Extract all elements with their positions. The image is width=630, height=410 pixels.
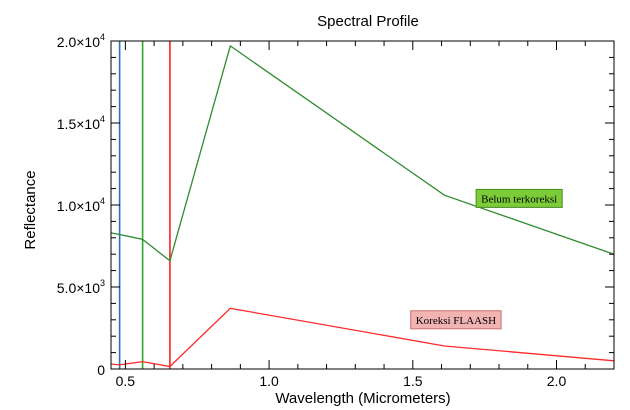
series-line-0 — [110, 44, 615, 262]
y-tick-label: 5.0×103 — [57, 278, 105, 296]
y-axis-label: Reflectance — [22, 170, 39, 249]
series-line-1 — [110, 307, 615, 368]
series-lines — [110, 44, 615, 368]
annotation-1: Koreksi FLAASH — [410, 310, 502, 330]
y-tick-label: 1.5×104 — [57, 114, 105, 132]
annotation-label: Koreksi FLAASH — [416, 315, 496, 327]
annotations: Belum terkoreksi Koreksi FLAASH — [410, 188, 563, 330]
x-axis-label: Wavelength (Micrometers) — [275, 390, 450, 407]
x-tick-label: 2.0 — [547, 373, 567, 389]
y-tick-label: 1.0×104 — [57, 196, 105, 214]
x-tick-label: 1.5 — [403, 373, 423, 389]
x-axis-ticks: 0.5 1.0 1.5 2.0 — [116, 41, 615, 389]
y-tick-label: 0 — [97, 362, 105, 378]
annotation-0: Belum terkoreksi — [475, 188, 563, 208]
band-lines — [118, 41, 171, 369]
annotation-label: Belum terkoreksi — [481, 193, 557, 205]
annotation-box — [410, 310, 502, 330]
x-tick-label: 0.5 — [116, 373, 136, 389]
annotation-box — [475, 188, 563, 208]
chart-title: Spectral Profile — [317, 13, 419, 30]
x-tick-label: 1.0 — [259, 373, 279, 389]
y-tick-label: 2.0×104 — [57, 32, 105, 50]
y-axis-ticks: 0 5.0×103 1.0×104 1.5×104 2.0×104 — [57, 32, 614, 378]
